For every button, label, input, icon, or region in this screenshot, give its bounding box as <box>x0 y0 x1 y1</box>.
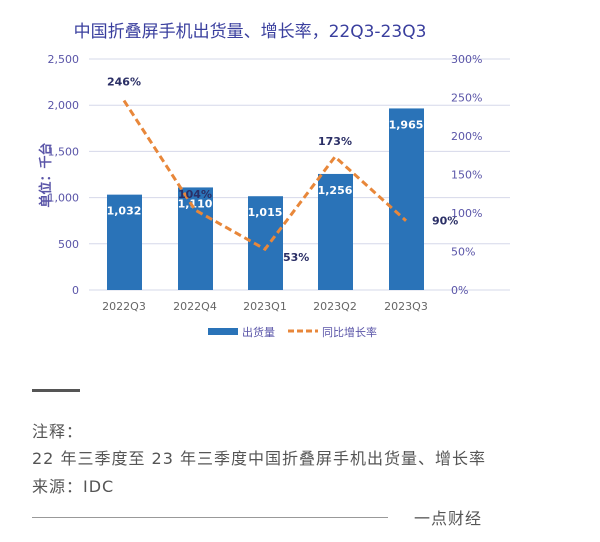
y-tick-label: 500 <box>58 238 79 251</box>
notes-source: 来源：IDC <box>32 477 115 496</box>
bar-2022Q3 <box>107 194 142 290</box>
notes-heading: 注释： <box>32 422 84 441</box>
y-axis-title: 单位：千台 <box>38 142 54 207</box>
x-tick-label: 2023Q2 <box>313 300 357 313</box>
y2-tick-label: 250% <box>451 92 482 105</box>
y-tick-label: 2,000 <box>48 99 80 112</box>
bar-2023Q2 <box>318 173 353 290</box>
growth-label: 90% <box>432 215 458 228</box>
bar-2023Q3 <box>389 108 424 291</box>
y2-tick-label: 100% <box>451 207 482 220</box>
divider-short <box>32 389 80 392</box>
y2-tick-label: 50% <box>451 246 475 259</box>
y2-tick-label: 150% <box>451 169 482 182</box>
legend-line-label: 同比增长率 <box>322 325 377 339</box>
y-tick-label: 0 <box>72 284 79 297</box>
brand-name: 一点财经 <box>414 509 483 528</box>
bar-label: 1,015 <box>248 206 283 219</box>
y2-tick-label: 200% <box>451 130 482 143</box>
growth-label: 104% <box>178 188 212 201</box>
x-tick-label: 2022Q3 <box>102 300 146 313</box>
bar-label: 1,110 <box>178 197 213 210</box>
growth-label: 246% <box>107 76 141 89</box>
growth-label: 53% <box>283 251 309 264</box>
bar-2022Q4 <box>178 187 213 290</box>
y-tick-label: 1,000 <box>48 192 80 205</box>
x-tick-label: 2023Q1 <box>243 300 287 313</box>
bar-label: 1,032 <box>107 205 142 218</box>
x-tick-label: 2022Q4 <box>173 300 217 313</box>
y-tick-label: 1,500 <box>48 145 80 158</box>
y-tick-label: 2,500 <box>48 53 80 66</box>
legend-bar-swatch <box>208 328 238 335</box>
x-tick-label: 2023Q3 <box>384 300 428 313</box>
bar-label: 1,256 <box>318 184 353 197</box>
chart-title: 中国折叠屏手机出货量、增长率，22Q3-23Q3 <box>74 22 427 42</box>
notes-description: 22 年三季度至 23 年三季度中国折叠屏手机出货量、增长率 <box>32 449 486 468</box>
y2-tick-label: 0% <box>451 284 468 297</box>
bar-2023Q1 <box>248 196 283 290</box>
growth-label: 173% <box>318 135 352 148</box>
bar-label: 1,965 <box>389 118 424 131</box>
y2-tick-label: 300% <box>451 53 482 66</box>
legend-bar-label: 出货量 <box>242 325 275 339</box>
chart: 中国折叠屏手机出货量、增长率，22Q3-23Q3 0 500 1,000 1,500 2,… <box>38 22 510 339</box>
divider-long <box>32 517 388 518</box>
